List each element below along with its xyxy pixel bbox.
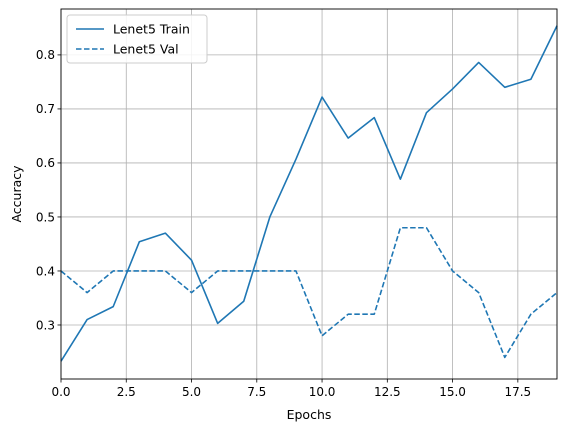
y-tick-label: 0.8 [36, 48, 55, 62]
x-tick-label: 15.0 [439, 385, 466, 399]
y-tick-label: 0.7 [36, 102, 55, 116]
plot-lines [60, 25, 558, 362]
x-axis-ticks: 0.0 2.5 5.0 7.5 10.0 12.5 15.0 17.5 [51, 379, 531, 399]
y-tick-label: 0.6 [36, 156, 55, 170]
y-axis-ticks: 0.3 0.4 0.5 0.6 0.7 0.8 [36, 48, 61, 332]
legend-label-train: Lenet5 Train [113, 22, 190, 37]
y-tick-label: 0.3 [36, 318, 55, 332]
x-tick-label: 0.0 [51, 385, 70, 399]
y-tick-label: 0.5 [36, 210, 55, 224]
x-tick-label: 2.5 [117, 385, 136, 399]
x-tick-label: 10.0 [309, 385, 336, 399]
y-tick-label: 0.4 [36, 264, 55, 278]
legend-box [66, 14, 208, 64]
series-line-val [60, 226, 558, 359]
x-tick-label: 7.5 [247, 385, 266, 399]
legend-label-val: Lenet5 Val [113, 42, 179, 57]
y-axis-label: Accuracy [9, 165, 24, 223]
x-tick-label: 17.5 [504, 385, 531, 399]
series-line-train [60, 25, 558, 362]
grid-lines [60, 9, 557, 379]
legend: Lenet5 Train Lenet5 Val [66, 14, 208, 64]
x-tick-label: 12.5 [374, 385, 401, 399]
x-tick-label: 5.0 [182, 385, 201, 399]
plot-frame [60, 8, 558, 380]
x-axis-label: Epochs [287, 407, 332, 422]
